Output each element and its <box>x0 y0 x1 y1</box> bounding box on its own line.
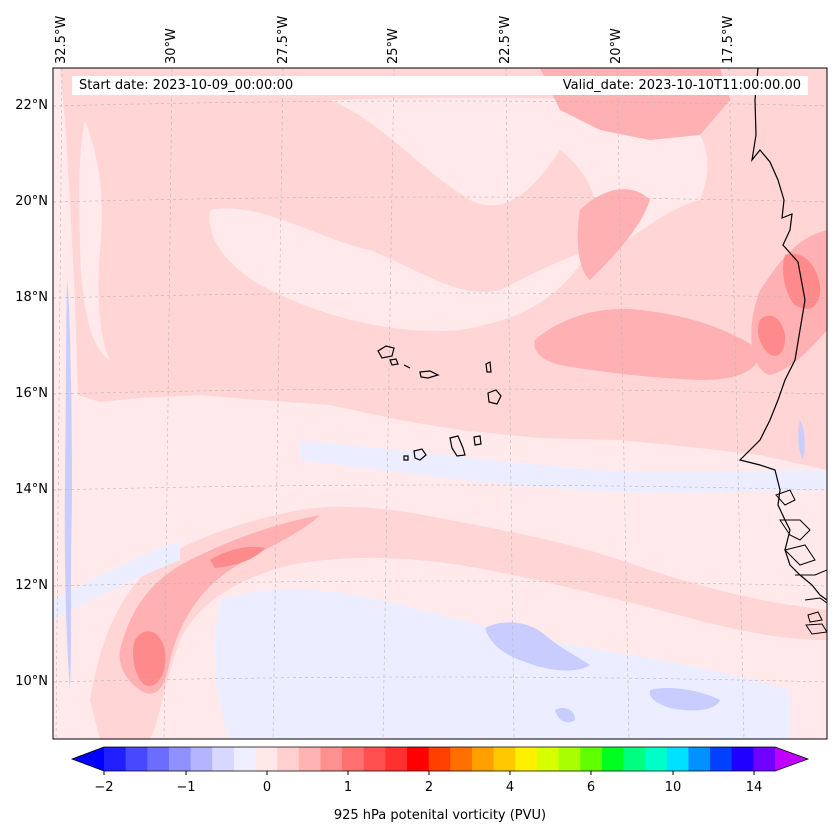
map-frame <box>52 67 828 740</box>
lat-label: 12°N <box>15 578 48 593</box>
colorbar-swatch <box>104 747 127 771</box>
cape-verde-islands <box>377 345 502 461</box>
colorbar-swatch <box>255 747 278 771</box>
pv-max-coast-2 <box>757 315 786 356</box>
colorbar-swatch <box>407 747 430 771</box>
colorbar-tick: −2 <box>94 780 114 795</box>
lon-label: 25°W <box>386 28 401 64</box>
pv-min-5 <box>555 708 575 723</box>
colorbar-swatch <box>688 747 711 771</box>
pv-contour-low-band <box>300 440 827 493</box>
lat-label: 14°N <box>15 482 48 497</box>
guinea-coastline <box>775 489 827 635</box>
colorbar-swatch <box>753 747 776 771</box>
colorbar-swatch <box>168 747 192 771</box>
colorbar-swatch <box>320 747 343 771</box>
start-date-label: Start date: 2023-10-09_00:00:00 <box>79 78 294 93</box>
colorbar-title: 925 hPa potenital vorticity (PVU) <box>333 808 547 823</box>
valid-date-label: Valid_date: 2023-10-10T11:00:00.00 <box>562 78 801 93</box>
colorbar <box>70 746 810 775</box>
colorbar-swatch <box>623 747 646 771</box>
colorbar-swatch <box>298 747 321 771</box>
colorbar-swatch <box>342 747 365 771</box>
colorbar-swatch <box>428 747 451 771</box>
colorbar-tick: 10 <box>664 780 682 795</box>
colorbar-swatch <box>277 747 300 771</box>
colorbar-swatch <box>385 747 408 771</box>
colorbar-swatch <box>212 747 235 771</box>
pv-contour-hollow-3 <box>79 120 110 360</box>
pv-contour-ridge-e <box>534 308 760 380</box>
colorbar-tick: 14 <box>745 780 763 795</box>
lon-label: 22.5°W <box>498 15 513 64</box>
colorbar-tick: −1 <box>176 780 196 795</box>
colorbar-swatch <box>147 747 170 771</box>
pv-min-4 <box>798 420 805 460</box>
pv-contour-south-band <box>90 506 827 739</box>
colorbar-swatch <box>645 747 668 771</box>
colorbar-extend-high <box>775 747 808 771</box>
colorbar-swatch <box>580 747 603 771</box>
colorbar-swatch <box>710 747 733 771</box>
graticule <box>53 68 827 739</box>
colorbar-swatch <box>536 747 560 771</box>
lat-label: 20°N <box>15 194 48 209</box>
colorbar-swatch <box>493 747 516 771</box>
pv-max-south <box>133 631 166 686</box>
colorbar-swatch <box>471 747 495 771</box>
lon-label: 32.5°W <box>54 15 69 64</box>
colorbar-tick: 0 <box>262 780 272 795</box>
info-bar <box>72 76 808 95</box>
lat-label: 22°N <box>15 98 48 113</box>
lat-label: 18°N <box>15 290 48 305</box>
colorbar-swatch <box>558 747 581 771</box>
colorbar-tick: 2 <box>424 780 434 795</box>
colorbar-swatch <box>233 747 257 771</box>
lon-label: 17.5°W <box>721 15 736 64</box>
pv-contour-south-streak <box>210 546 265 568</box>
colorbar-tick: 1 <box>343 780 353 795</box>
pv-contour-south-tail <box>119 515 320 694</box>
colorbar-tick: 6 <box>586 780 596 795</box>
colorbar-swatch <box>731 747 754 771</box>
colorbar-swatch <box>190 747 213 771</box>
lon-label: 30°W <box>164 28 179 64</box>
colorbar-swatch <box>601 747 624 771</box>
colorbar-swatch <box>450 747 473 771</box>
pv-contour-hollow-1 <box>209 208 590 331</box>
africa-coastline <box>738 68 827 601</box>
colorbar-swatch <box>666 747 689 771</box>
lat-label: 16°N <box>15 386 48 401</box>
pv-contour-low-west <box>53 540 180 620</box>
lon-label: 27.5°W <box>276 15 291 64</box>
colorbar-extend-low <box>72 747 104 771</box>
colorbar-tick: 4 <box>505 780 515 795</box>
pv-contour-low-south <box>214 589 790 739</box>
pv-min-1 <box>485 622 590 671</box>
lon-label: 20°W <box>609 28 624 64</box>
lat-label: 10°N <box>15 674 48 689</box>
pv-contour-ridge-nw <box>577 189 650 280</box>
pv-field <box>53 68 827 739</box>
pv-min-3 <box>64 280 72 690</box>
pv-min-2 <box>649 688 720 711</box>
colorbar-swatch <box>515 747 538 771</box>
colorbar-swatch <box>363 747 386 771</box>
colorbar-swatch <box>125 747 148 771</box>
